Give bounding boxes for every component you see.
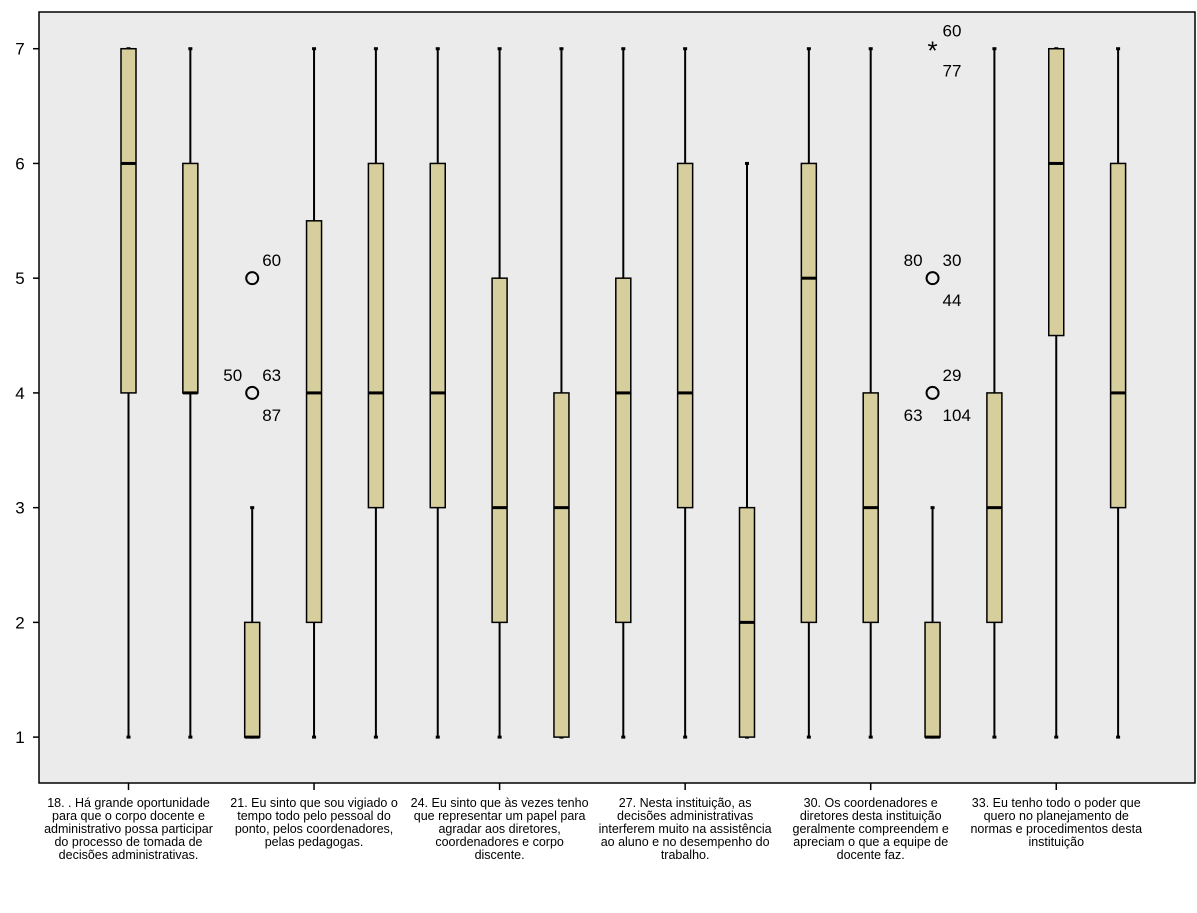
outlier-case-label: 77	[943, 62, 962, 81]
box-8	[553, 47, 570, 739]
box-iqr	[1109, 162, 1127, 509]
box-1	[120, 47, 137, 739]
box-iqr	[367, 162, 385, 509]
y-tick-label: 7	[15, 40, 24, 59]
box-17	[1109, 47, 1127, 739]
box-3: 60 63 50 87	[223, 251, 281, 739]
box-7	[491, 47, 508, 739]
y-tick-label: 6	[15, 154, 24, 173]
outlier-case-label: 104	[943, 406, 971, 425]
outlier-case-label: 44	[943, 291, 962, 310]
whisker-cap-bottom	[806, 735, 811, 739]
box-iqr	[243, 621, 261, 738]
whisker-cap-bottom	[621, 735, 626, 739]
box-iqr	[924, 621, 941, 738]
whisker-cap-bottom	[188, 735, 193, 739]
x-category-label: 18. . Há grande oportunidade para que o …	[44, 796, 213, 862]
whisker-cap-bottom	[126, 735, 131, 739]
whisker-cap-bottom	[868, 735, 873, 739]
y-tick-label: 3	[15, 499, 24, 518]
whisker-cap-top	[683, 47, 688, 51]
whisker-cap-top	[373, 47, 378, 51]
box-13	[862, 47, 879, 739]
whisker-cap-bottom	[497, 735, 502, 739]
whisker-cap-top	[992, 47, 997, 51]
whisker-cap-bottom	[435, 735, 440, 739]
y-tick-label: 1	[15, 728, 24, 747]
outlier-marker	[245, 271, 260, 286]
box-14: * 60 77 30 80 44 29 63 104	[904, 22, 971, 739]
whisker-cap-bottom	[1116, 735, 1121, 739]
whisker-cap-top	[806, 47, 811, 51]
box-11	[738, 161, 756, 739]
y-tick-label: 2	[15, 613, 24, 632]
whisker-cap-top	[621, 47, 626, 51]
outlier-marker	[245, 385, 260, 400]
box-iqr	[491, 277, 508, 624]
y-axis: 1 2 3 4 5 6 7	[15, 40, 39, 747]
whisker-cap-top	[930, 506, 935, 510]
whisker-cap-bottom	[1054, 735, 1059, 739]
box-2	[182, 47, 199, 739]
box-5	[367, 47, 385, 739]
whisker-cap-top	[1116, 47, 1121, 51]
x-category-label: 21. Eu sinto que sou vigiado o tempo tod…	[230, 796, 398, 849]
outlier-case-label: 30	[943, 251, 962, 270]
box-iqr	[429, 162, 446, 509]
whisker-cap-bottom	[992, 735, 997, 739]
box-10	[676, 47, 694, 739]
whisker-cap-top	[745, 161, 749, 165]
x-category-label: 27. Nesta instituição, as decisões admin…	[598, 796, 772, 862]
box-15	[986, 47, 1003, 739]
box-16	[1048, 47, 1065, 739]
box-iqr	[615, 277, 632, 624]
boxes: 60 63 50 87 * 60 77 30 80 44 29 63 104	[120, 22, 1127, 739]
box-iqr	[182, 162, 199, 394]
box-iqr	[676, 162, 694, 509]
x-category-label: 30. Os coordenadores e diretores desta i…	[792, 796, 949, 862]
whisker-cap-bottom	[373, 735, 378, 739]
outlier-case-label: 60	[943, 22, 962, 41]
outlier-case-label: 50	[223, 366, 242, 385]
whisker-cap-top	[250, 506, 255, 510]
x-category-label: 24. Eu sinto que às vezes tenho que repr…	[410, 796, 589, 862]
whisker-cap-top	[312, 47, 317, 51]
box-iqr	[305, 220, 323, 624]
y-tick-label: 4	[15, 384, 24, 403]
whisker-cap-top	[497, 47, 502, 51]
outlier-case-label: 80	[904, 251, 923, 270]
outlier-case-label: 60	[262, 251, 281, 270]
x-category-label: 33. Eu tenho todo o poder que quero no p…	[970, 796, 1143, 849]
box-iqr	[553, 392, 570, 738]
box-iqr	[120, 47, 137, 394]
outlier-case-label: 63	[904, 406, 923, 425]
y-tick-label: 5	[15, 269, 24, 288]
box-12	[800, 47, 818, 739]
outlier-marker	[925, 385, 940, 400]
box-iqr	[1048, 47, 1065, 337]
whisker-cap-top	[868, 47, 873, 51]
box-iqr	[800, 162, 818, 624]
outlier-case-label: 87	[262, 406, 281, 425]
extreme-outlier-marker: *	[927, 36, 937, 66]
whisker-cap-bottom	[312, 735, 317, 739]
whisker-cap-top	[559, 47, 564, 51]
outlier-marker	[925, 271, 940, 286]
whisker-cap-top	[435, 47, 440, 51]
x-axis	[127, 783, 1057, 790]
whisker-cap-top	[188, 47, 193, 51]
box-6	[429, 47, 446, 739]
box-4	[305, 47, 323, 739]
box-9	[615, 47, 632, 739]
outlier-case-label: 63	[262, 366, 281, 385]
whisker-cap-bottom	[683, 735, 688, 739]
outlier-case-label: 29	[943, 366, 962, 385]
